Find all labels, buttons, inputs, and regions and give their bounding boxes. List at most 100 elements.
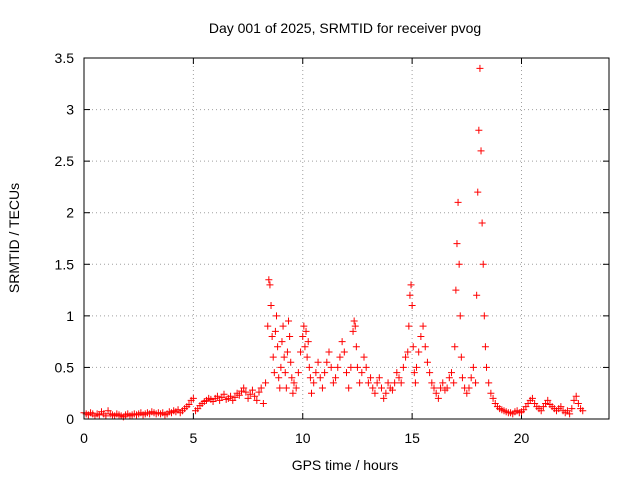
data-point bbox=[457, 353, 465, 361]
data-point bbox=[364, 379, 372, 387]
data-point bbox=[282, 384, 290, 392]
data-point bbox=[274, 343, 282, 351]
data-point bbox=[257, 384, 265, 392]
data-point bbox=[458, 374, 466, 382]
data-point bbox=[574, 400, 582, 408]
data-point bbox=[371, 389, 379, 397]
data-point bbox=[267, 302, 275, 310]
data-point bbox=[285, 317, 293, 325]
data-point bbox=[384, 379, 392, 387]
data-point bbox=[395, 374, 403, 382]
data-point bbox=[472, 379, 480, 387]
data-point bbox=[277, 363, 285, 371]
data-point bbox=[566, 410, 574, 418]
y-axis-label: SRMTID / TECUs bbox=[6, 183, 22, 293]
data-point bbox=[244, 394, 252, 402]
y-tick-label: 3 bbox=[66, 102, 74, 118]
data-point bbox=[485, 379, 493, 387]
data-point bbox=[568, 405, 576, 413]
data-point bbox=[572, 392, 580, 400]
data-point bbox=[481, 343, 489, 351]
data-point bbox=[397, 379, 405, 387]
data-point bbox=[399, 363, 407, 371]
data-point bbox=[316, 374, 324, 382]
x-tick-label: 5 bbox=[189, 430, 197, 446]
data-point bbox=[268, 332, 276, 340]
data-point bbox=[303, 353, 311, 361]
data-point bbox=[343, 369, 350, 377]
data-point bbox=[474, 188, 482, 196]
data-point bbox=[347, 363, 355, 371]
data-point bbox=[248, 386, 256, 394]
y-tick-label: 1 bbox=[66, 308, 74, 324]
data-point bbox=[288, 374, 296, 382]
data-point bbox=[391, 379, 399, 387]
data-point bbox=[373, 379, 381, 387]
data-point bbox=[289, 389, 297, 397]
data-point bbox=[487, 389, 495, 397]
data-point bbox=[415, 348, 423, 356]
plot-frame bbox=[83, 57, 610, 420]
data-point bbox=[419, 322, 427, 330]
data-point bbox=[393, 369, 401, 377]
data-point bbox=[332, 374, 340, 382]
data-point bbox=[278, 338, 286, 346]
data-point bbox=[227, 392, 235, 400]
data-point bbox=[302, 327, 310, 335]
data-point bbox=[407, 281, 415, 289]
data-point bbox=[450, 379, 458, 387]
data-point bbox=[318, 384, 326, 392]
data-point bbox=[473, 291, 481, 299]
x-tick-label: 15 bbox=[404, 430, 420, 446]
data-point bbox=[287, 358, 295, 366]
data-point bbox=[327, 363, 335, 371]
data-point bbox=[334, 363, 342, 371]
y-tick-label: 0.5 bbox=[55, 359, 75, 375]
data-point bbox=[251, 392, 259, 400]
data-point bbox=[246, 390, 254, 398]
data-point bbox=[423, 358, 431, 366]
data-point bbox=[463, 389, 471, 397]
data-point bbox=[321, 369, 329, 377]
data-point bbox=[405, 322, 413, 330]
data-point bbox=[388, 386, 396, 394]
data-point bbox=[266, 281, 274, 289]
data-point bbox=[345, 384, 353, 392]
data-point bbox=[358, 369, 366, 377]
data-point bbox=[281, 369, 289, 377]
data-point bbox=[448, 369, 455, 377]
axis-ticks: 0 5 10 15 20 0 0.5 1 1.5 2 2.5 3 3.5 bbox=[55, 50, 609, 446]
data-point bbox=[413, 363, 420, 371]
x-tick-label: 10 bbox=[295, 430, 311, 446]
data-point bbox=[479, 260, 487, 268]
data-point bbox=[434, 394, 442, 402]
data-point bbox=[478, 219, 486, 227]
data-point bbox=[283, 348, 291, 356]
data-point bbox=[360, 353, 368, 361]
data-point bbox=[430, 384, 438, 392]
data-point bbox=[476, 64, 484, 72]
data-point bbox=[437, 384, 445, 392]
data-point bbox=[242, 388, 250, 396]
data-point bbox=[455, 260, 463, 268]
data-point bbox=[451, 343, 459, 351]
data-point bbox=[299, 332, 307, 340]
data-point bbox=[489, 394, 497, 402]
chart-title: Day 001 of 2025, SRMTID for receiver pvo… bbox=[209, 20, 481, 36]
data-point bbox=[264, 322, 272, 330]
x-tick-label: 20 bbox=[514, 430, 530, 446]
data-point bbox=[240, 384, 248, 392]
data-point bbox=[306, 374, 314, 382]
data-point bbox=[253, 396, 261, 404]
data-point bbox=[409, 343, 417, 351]
data-point bbox=[189, 394, 197, 402]
y-tick-label: 2.5 bbox=[55, 153, 75, 169]
data-point bbox=[453, 240, 461, 248]
data-point bbox=[480, 312, 488, 320]
grid-lines bbox=[84, 58, 609, 419]
y-tick-label: 2 bbox=[66, 205, 74, 221]
data-point bbox=[102, 412, 110, 420]
y-tick-label: 3.5 bbox=[55, 50, 75, 66]
y-tick-label: 0 bbox=[66, 411, 74, 427]
data-point bbox=[483, 363, 490, 371]
